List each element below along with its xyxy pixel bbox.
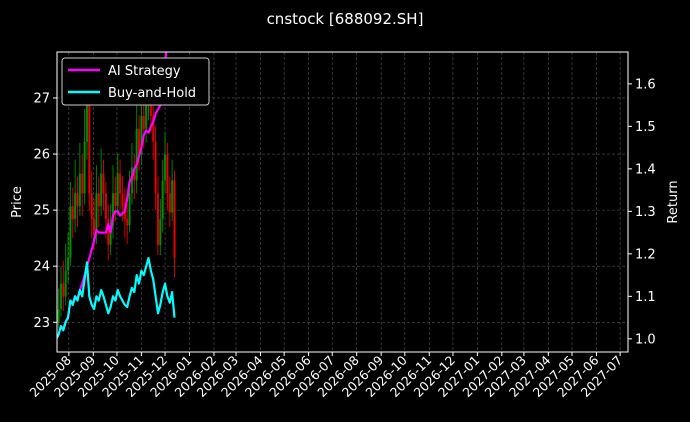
candle-body xyxy=(121,193,124,207)
candle-body xyxy=(90,193,93,220)
candle-body xyxy=(126,219,129,226)
candle-body xyxy=(64,270,67,297)
candle-body xyxy=(161,180,164,220)
legend-label-bh: Buy-and-Hold xyxy=(108,86,196,101)
candle-body xyxy=(66,257,70,271)
candle-body xyxy=(74,193,77,220)
candle-body xyxy=(81,173,84,194)
candle-body xyxy=(128,193,131,226)
candle-body xyxy=(173,180,176,258)
candle-body xyxy=(135,128,138,181)
candle-body xyxy=(168,193,171,213)
candle-body xyxy=(78,173,81,207)
candle-body xyxy=(145,103,148,129)
candle-body xyxy=(171,180,174,213)
candle-body xyxy=(118,173,122,194)
candle-body xyxy=(142,115,145,129)
chart-title: cnstock [688092.SH] xyxy=(267,10,424,28)
plot-frame xyxy=(56,51,629,353)
candle-body xyxy=(166,154,169,194)
candle-body xyxy=(92,219,96,232)
candle-body xyxy=(107,219,110,245)
y-tick-label-left: 23 xyxy=(33,316,50,331)
legend: AI Strategy Buy-and-Hold xyxy=(61,57,210,106)
candle-body xyxy=(159,219,162,245)
candle-body xyxy=(154,141,157,194)
candle-body xyxy=(69,206,72,258)
candle-body xyxy=(85,90,89,142)
candle-body xyxy=(137,128,141,155)
candle-body xyxy=(140,115,143,155)
y-tick-label-left: 27 xyxy=(33,91,50,106)
candle-body xyxy=(133,167,136,181)
candle-body xyxy=(130,167,134,194)
candle-body xyxy=(57,309,60,323)
y-tick-label-right: 1.2 xyxy=(635,247,656,262)
y-tick-label-right: 1.6 xyxy=(635,77,656,92)
candle-body xyxy=(156,193,160,245)
y-tick-label-right: 1.4 xyxy=(635,162,656,177)
return-lines xyxy=(57,52,176,340)
y-tick-label-left: 26 xyxy=(33,148,50,163)
candle-body xyxy=(71,206,74,220)
candle-body xyxy=(114,193,117,207)
candle-body xyxy=(62,283,65,297)
candle-body xyxy=(116,173,119,207)
candle-body xyxy=(109,225,112,245)
candle-body xyxy=(152,115,155,142)
right-axis-label: Return xyxy=(666,180,681,223)
y-tick-label-right: 1.5 xyxy=(635,120,656,135)
y-tick-label-left: 24 xyxy=(33,260,50,275)
buy-and-hold-line xyxy=(57,257,176,340)
candle-body xyxy=(76,193,79,207)
left-axis-label: Price xyxy=(10,186,25,218)
candle-body xyxy=(163,154,167,181)
candle-body xyxy=(111,193,115,226)
candle-body xyxy=(102,173,105,194)
candle-body xyxy=(97,193,100,207)
y-tick-label-right: 1.0 xyxy=(635,332,656,347)
left-y-axis: 23 24 25 26 27 xyxy=(33,91,57,331)
candle-body xyxy=(59,283,63,310)
candle-body xyxy=(95,193,98,232)
y-tick-label-right: 1.3 xyxy=(635,205,656,220)
candle-body xyxy=(104,193,107,220)
y-tick-label-left: 25 xyxy=(33,204,50,219)
right-y-axis: 1.0 1.1 1.2 1.3 1.4 1.5 1.6 xyxy=(628,77,656,347)
y-tick-label-right: 1.1 xyxy=(635,290,656,305)
legend-label-ai: AI Strategy xyxy=(108,64,181,79)
candle-body xyxy=(100,173,103,207)
candle-body xyxy=(88,90,91,194)
candle-body xyxy=(83,141,86,194)
